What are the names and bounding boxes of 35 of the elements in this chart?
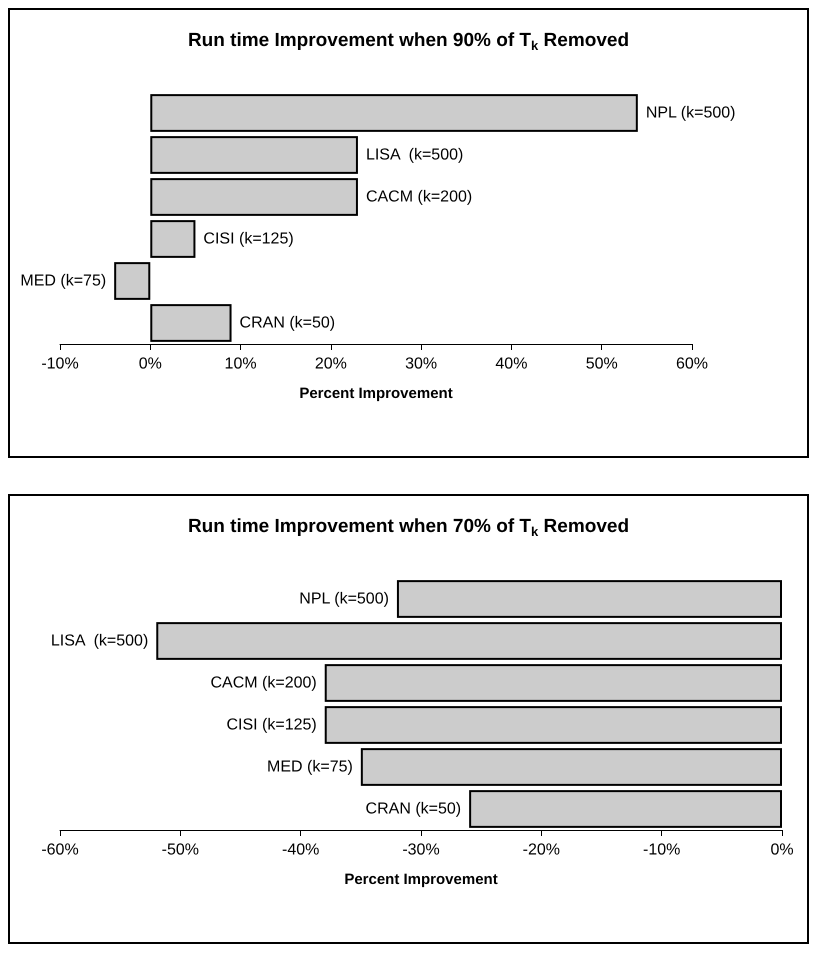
category-label: CACM (k=200)	[366, 188, 472, 206]
bar	[150, 94, 638, 132]
bar	[150, 136, 358, 174]
bar	[150, 220, 196, 258]
x-tick-label: 50%	[586, 356, 618, 372]
category-label: LISA (k=500)	[366, 146, 464, 164]
x-tick-label: 0%	[138, 356, 162, 372]
x-tick-label: 60%	[676, 356, 708, 372]
x-tick-label: -10%	[642, 842, 680, 858]
x-tick-label: -20%	[522, 842, 560, 858]
x-tick-label: 30%	[405, 356, 438, 372]
category-label: CRAN (k=50)	[366, 800, 462, 818]
category-label: MED (k=75)	[20, 272, 106, 290]
category-label: LISA (k=500)	[50, 632, 148, 650]
category-label: CACM (k=200)	[210, 674, 317, 692]
x-tick-label: -40%	[282, 842, 320, 858]
x-tick-label: -50%	[162, 842, 200, 858]
x-tick-label: 40%	[495, 356, 528, 372]
x-tick-label: -10%	[41, 356, 79, 372]
x-tick-label: 0%	[770, 842, 794, 858]
bar	[150, 178, 358, 216]
x-axis-title: Percent Improvement	[299, 385, 453, 402]
bar	[150, 304, 232, 342]
category-label: CRAN (k=50)	[240, 314, 336, 332]
x-tick-label: 10%	[224, 356, 257, 372]
category-label: CISI (k=125)	[203, 230, 294, 248]
bar	[114, 262, 150, 300]
x-axis-title: Percent Improvement	[344, 871, 498, 888]
category-label: NPL (k=500)	[299, 590, 389, 608]
category-label: CISI (k=125)	[226, 716, 317, 734]
x-tick-label: -30%	[402, 842, 440, 858]
x-tick-label: 20%	[314, 356, 347, 372]
x-tick-label: -60%	[41, 842, 79, 858]
category-label: NPL (k=500)	[646, 104, 736, 122]
category-label: MED (k=75)	[267, 758, 353, 776]
